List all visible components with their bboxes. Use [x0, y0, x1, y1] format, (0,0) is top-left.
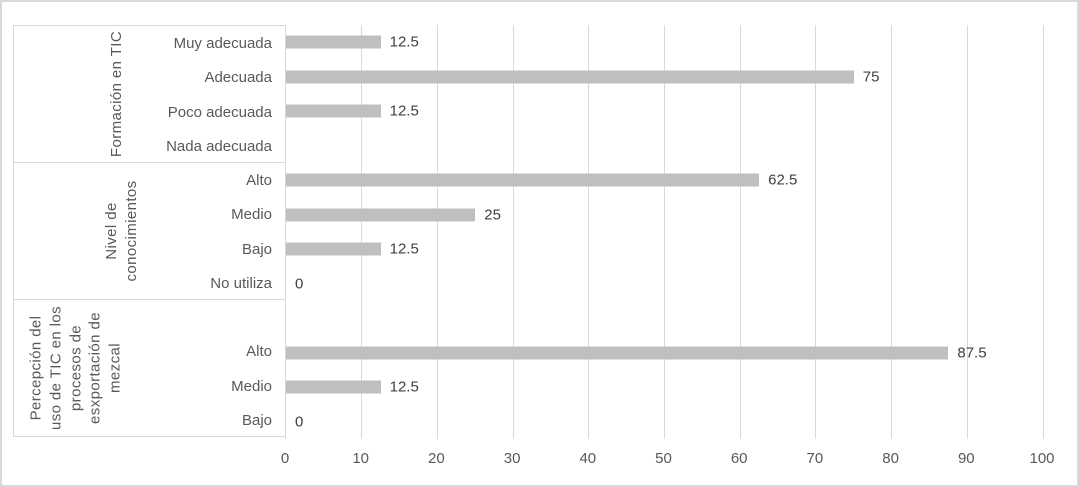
gridline [512, 25, 514, 439]
bar [286, 104, 381, 118]
x-tick-label: 90 [957, 450, 975, 467]
bar-row: 87.5 [286, 336, 1043, 371]
bar [286, 242, 381, 256]
category-label: No utiliza [210, 275, 272, 293]
bar-row [286, 301, 1043, 336]
bar-row: 0 [286, 405, 1043, 440]
gridline [815, 25, 817, 439]
category-label: Poco adecuada [167, 103, 272, 121]
value-axis: 0 10 20 30 40 50 60 70 80 90 100 [2, 439, 1077, 479]
value-label: 0 [295, 275, 304, 293]
gridline [664, 25, 665, 439]
bar-row: 75 [286, 60, 1043, 95]
value-label: 62.5 [768, 171, 798, 189]
category-label: Bajo [241, 412, 272, 430]
bar-row: 62.5 [286, 163, 1043, 198]
x-tick-label: 100 [1029, 450, 1055, 467]
x-tick-label: 40 [579, 450, 597, 467]
category-group: Formación en TIC Muy adecuada Adecuada Poco… [13, 25, 285, 163]
bar [286, 380, 381, 394]
x-tick-label: 50 [655, 450, 672, 467]
bar-row: 12.5 [286, 232, 1043, 267]
category-group: Nivel de conocimientos Alto Medio Bajo No ut… [13, 162, 285, 300]
bar-row: 12.5 [286, 94, 1043, 129]
bar-row: 12.5 [286, 370, 1043, 405]
plot-area: 12.5 75 12.5 62.5 25 12.5 0 87.5 12.5 0 [285, 25, 1044, 440]
x-tick-label: 10 [352, 450, 370, 467]
value-label: 25 [484, 206, 501, 224]
x-tick-label: 80 [882, 450, 899, 467]
category-label: Nada adecuada [166, 138, 272, 156]
gridline [739, 25, 741, 439]
category-label: Medio [231, 377, 272, 395]
bar [286, 35, 381, 49]
gridline [1042, 25, 1044, 439]
bar-row: 0 [286, 267, 1043, 302]
value-label: 0 [295, 413, 304, 431]
category-label: Medio [231, 206, 272, 224]
value-label: 75 [862, 68, 880, 86]
bar-row: 12.5 [286, 25, 1043, 60]
x-tick-label: 0 [280, 450, 290, 467]
gridline [436, 25, 438, 439]
value-label: 87.5 [957, 344, 987, 362]
category-label: Bajo [241, 240, 272, 258]
value-label: 12.5 [389, 240, 419, 258]
category-label: Adecuada [204, 69, 272, 87]
bar-row: 25 [286, 198, 1043, 233]
x-tick-label: 20 [428, 450, 445, 467]
category-label [14, 300, 285, 335]
x-tick-label: 30 [503, 450, 521, 467]
bar-row [286, 129, 1043, 164]
bar [286, 208, 476, 222]
bar [286, 173, 760, 187]
x-tick-label: 70 [806, 450, 824, 467]
bar [286, 346, 949, 360]
gridline [361, 25, 363, 439]
category-group: Percepción del uso de TIC en los proceso… [13, 299, 285, 437]
gridline [588, 25, 590, 439]
value-label: 12.5 [389, 378, 419, 396]
gridline [966, 25, 968, 439]
value-label: 12.5 [389, 102, 419, 120]
value-label: 12.5 [389, 33, 419, 51]
category-label: Alto [246, 343, 272, 361]
x-tick-label: 60 [730, 450, 748, 467]
category-label: Alto [246, 171, 272, 189]
gridline [891, 25, 893, 439]
category-axis: Formación en TIC Muy adecuada Adecuada Poco… [13, 25, 285, 439]
category-label: Muy adecuada [173, 34, 272, 52]
bar [286, 70, 854, 84]
